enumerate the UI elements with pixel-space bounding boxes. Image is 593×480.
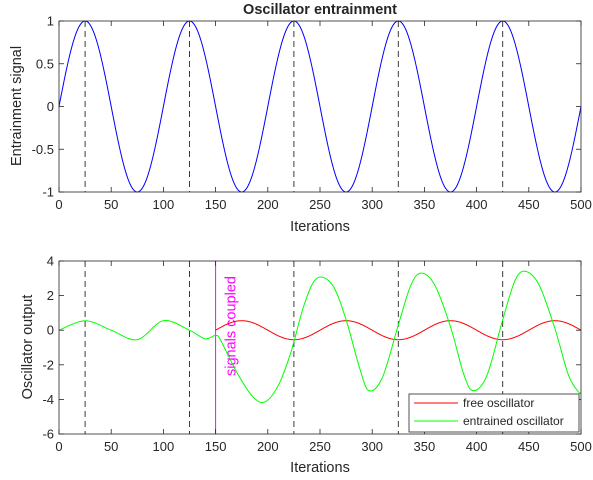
x-axis-label-bottom: Iterations [290, 460, 350, 476]
y-tick-label: -4 [42, 392, 54, 407]
y-axis-label-bottom: Oscillator output [20, 295, 36, 400]
x-tick-label: 200 [257, 439, 279, 454]
entrainment-signal-axes: Oscillator entrainment 0 50 100 150 200 250 30… [9, 2, 592, 235]
x-tick-label: 500 [570, 439, 592, 454]
entrainment-signal-line [58, 20, 582, 193]
x-tick-label: 0 [55, 197, 62, 212]
x-axis-label-top: Iterations [290, 219, 350, 235]
x-tick-label: 150 [205, 439, 227, 454]
y-tick-label: 0 [47, 323, 54, 338]
x-tick-label: 300 [361, 197, 383, 212]
y-tick-label: -2 [42, 357, 54, 372]
y-tick-label: 1 [47, 14, 54, 29]
x-tick-label: 400 [466, 439, 488, 454]
y-tick-label: -0.5 [32, 142, 54, 157]
y-tick-label: 2 [47, 288, 54, 303]
legend-box [408, 393, 580, 433]
y-tick-label: -1 [42, 185, 54, 200]
y-axis-label-top: Entrainment signal [9, 46, 25, 166]
x-tick-label: 150 [205, 197, 227, 212]
x-tick-label: 200 [257, 197, 279, 212]
x-tick-label: 400 [466, 197, 488, 212]
legend-label-entrained-oscillator: entrained oscillator [463, 414, 564, 428]
oscillator-output-axes: signals coupled 0 50 100 150 200 250 300 350 400… [20, 254, 592, 477]
entrained-oscillator-line [58, 270, 582, 403]
x-tick-label: 50 [104, 439, 118, 454]
y-tick-label: 4 [47, 254, 54, 269]
x-tick-label: 0 [55, 439, 62, 454]
x-tick-label: 350 [414, 197, 436, 212]
x-tick-label: 450 [518, 197, 540, 212]
x-tick-label: 350 [414, 439, 436, 454]
x-tick-label: 250 [309, 439, 331, 454]
x-tick-label: 250 [309, 197, 331, 212]
y-tick-label: -6 [42, 427, 54, 442]
x-tick-label: 50 [104, 197, 118, 212]
x-tick-label: 450 [518, 439, 540, 454]
x-tick-label: 100 [153, 197, 175, 212]
chart-title: Oscillator entrainment [243, 2, 397, 18]
free-oscillator-line [215, 320, 582, 341]
signals-coupled-label: signals coupled [224, 276, 240, 376]
y-tick-label: 0.5 [36, 56, 54, 71]
legend: free oscillator entrained oscillator [408, 393, 580, 433]
x-tick-label: 100 [153, 439, 175, 454]
x-tick-label: 300 [361, 439, 383, 454]
legend-label-free-oscillator: free oscillator [463, 396, 534, 410]
y-tick-label: 0 [47, 99, 54, 114]
x-tick-label: 500 [570, 197, 592, 212]
